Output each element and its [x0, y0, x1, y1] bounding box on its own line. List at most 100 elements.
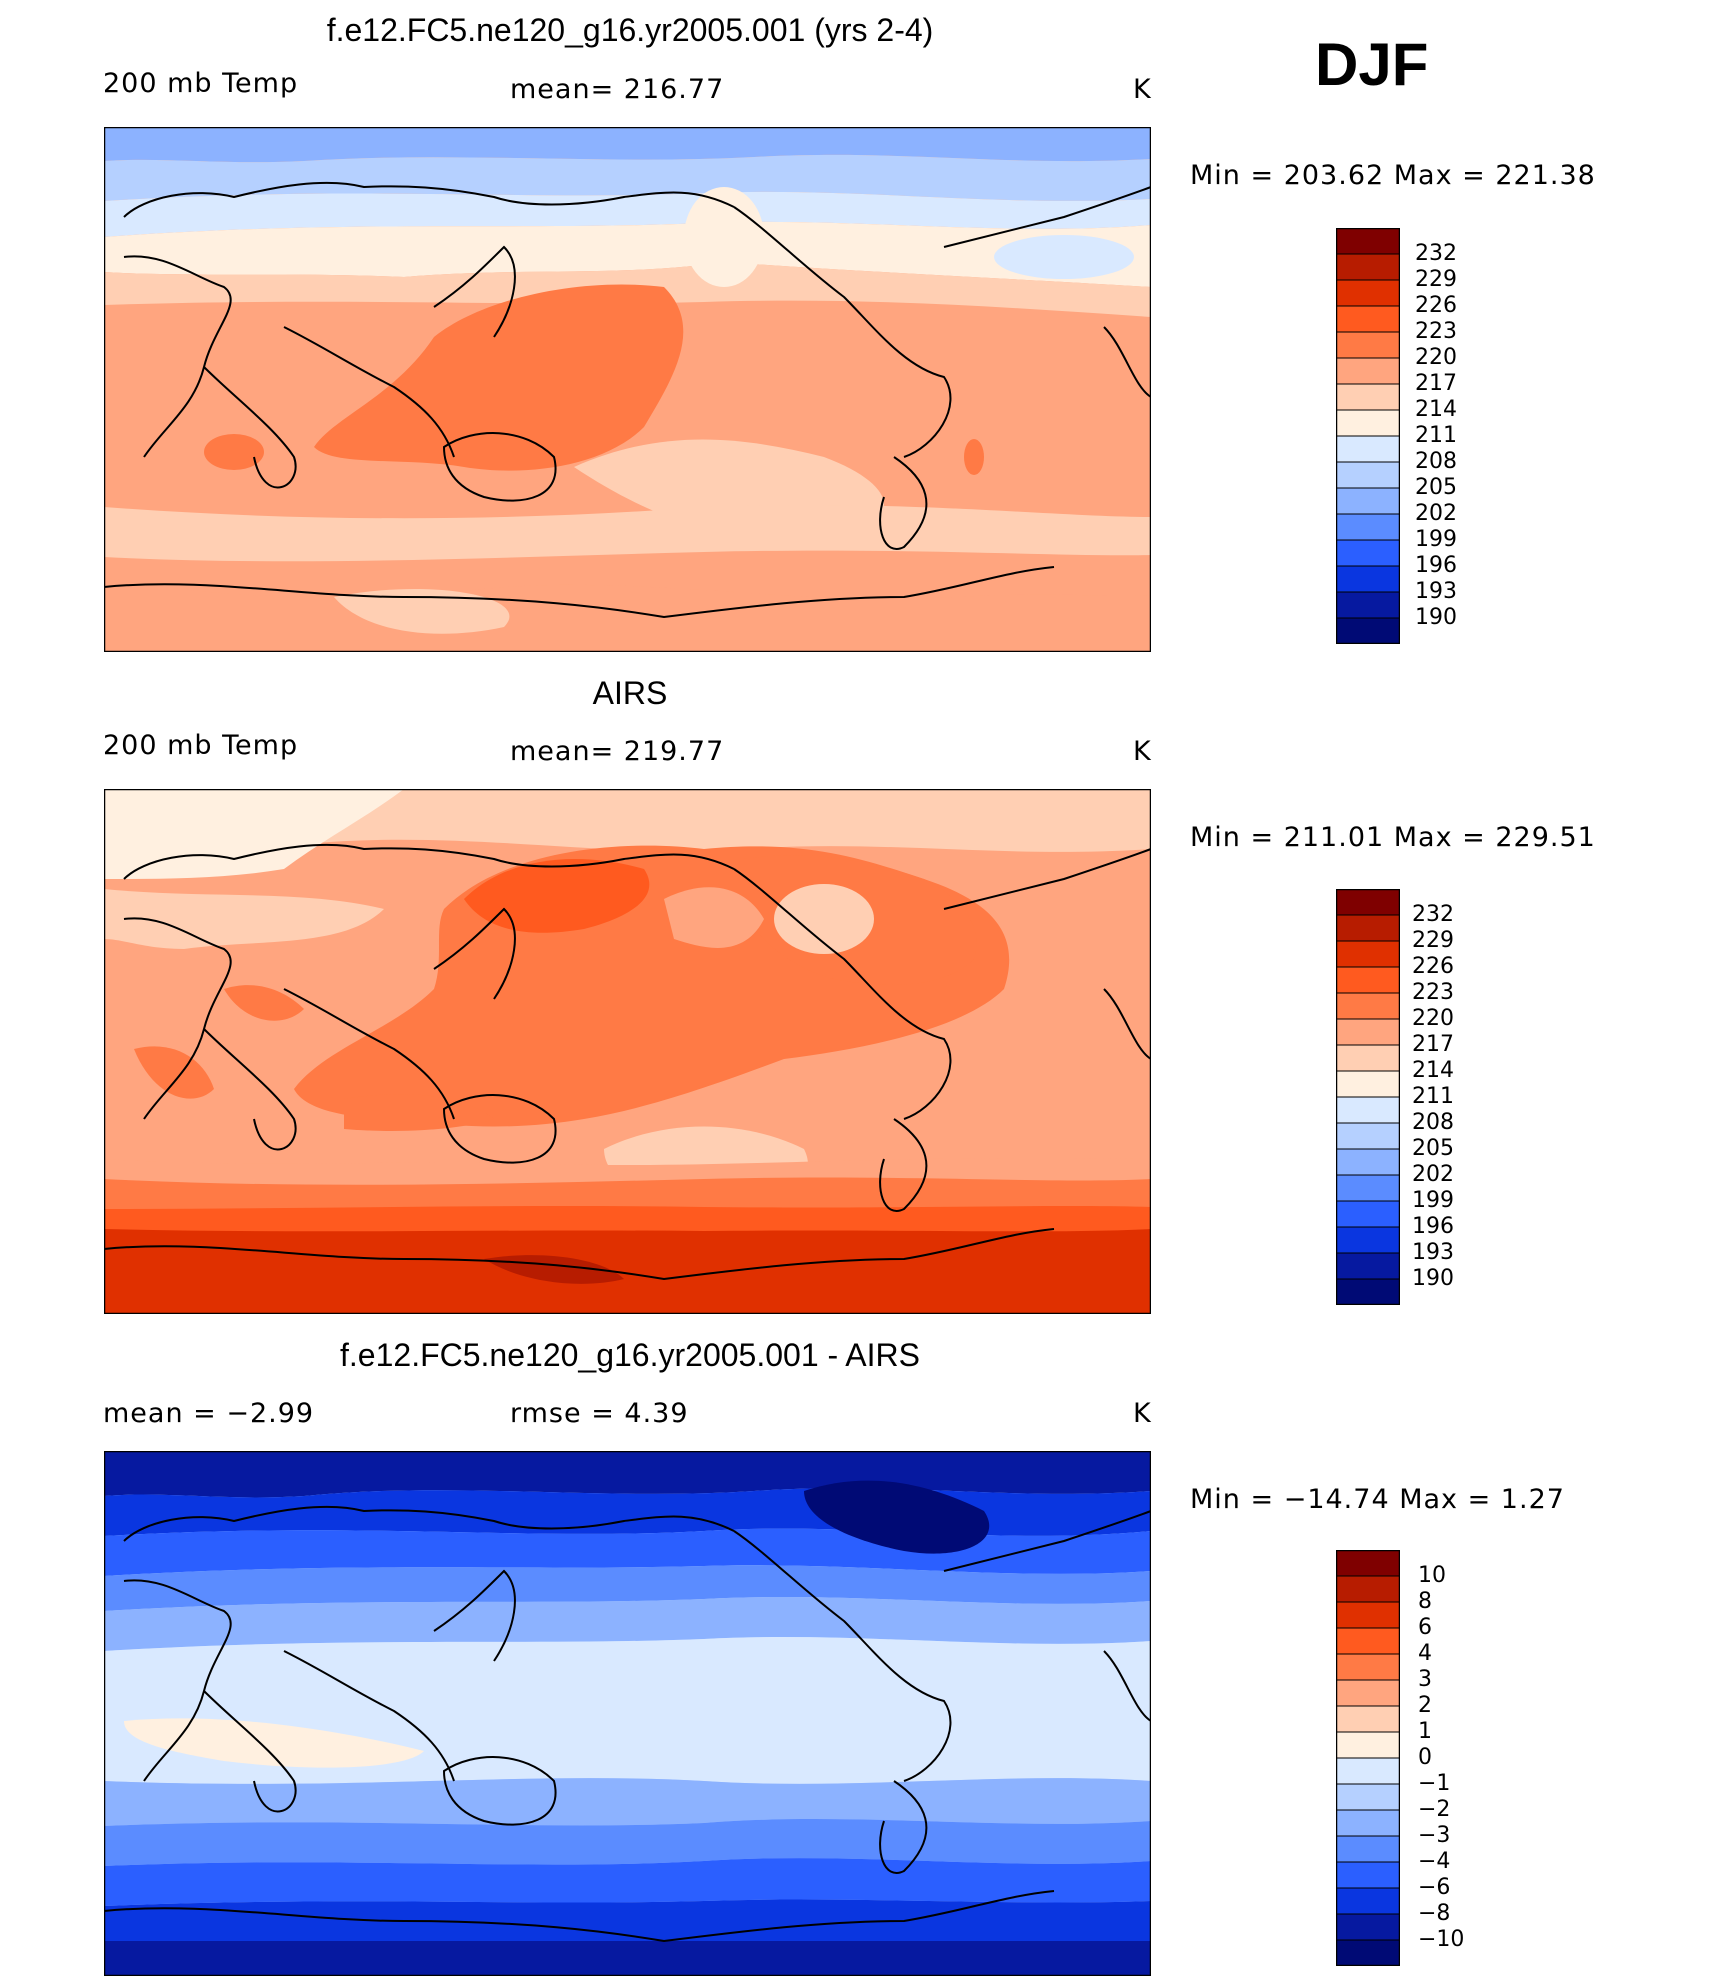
colorbar-swatch — [1336, 1913, 1400, 1941]
colorbar-tick-label: −3 — [1418, 1823, 1451, 1848]
colorbar-swatch — [1336, 1018, 1400, 1046]
colorbar-swatch — [1336, 617, 1400, 644]
colorbar-tick-label: 223 — [1415, 319, 1457, 344]
colorbar-tick-label: 202 — [1415, 501, 1457, 526]
panel-3-left-label: mean = −2.99 — [103, 1398, 315, 1429]
colorbar-swatch — [1336, 331, 1400, 359]
colorbar-swatch — [1336, 1044, 1400, 1072]
colorbar-swatch — [1336, 1835, 1400, 1863]
colorbar-swatch — [1336, 279, 1400, 307]
colorbar-swatch — [1336, 539, 1400, 567]
colorbar-swatch — [1336, 461, 1400, 489]
colorbar-tick-label: 214 — [1412, 1058, 1454, 1083]
colorbar-tick-label: 4 — [1418, 1641, 1432, 1666]
colorbar-swatch — [1336, 228, 1400, 255]
colorbar-swatch — [1336, 383, 1400, 411]
panel-2-units: K — [1133, 736, 1152, 767]
colorbar-tick-label: 10 — [1418, 1563, 1446, 1588]
colorbar-tick-label: 202 — [1412, 1162, 1454, 1187]
colorbar-swatch — [1336, 1200, 1400, 1228]
colorbar-swatch — [1336, 1070, 1400, 1098]
colorbar-swatch — [1336, 1809, 1400, 1837]
panel-2-left-label: 200 mb Temp — [103, 730, 299, 761]
panel-2-colorbar — [1336, 889, 1400, 1305]
panel-2-map — [104, 789, 1151, 1314]
colorbar-swatch — [1336, 487, 1400, 515]
panel-3-minmax: Min = −14.74 Max = 1.27 — [1190, 1484, 1565, 1515]
colorbar-swatch — [1336, 992, 1400, 1020]
colorbar-tick-label: 223 — [1412, 980, 1454, 1005]
colorbar-swatch — [1336, 940, 1400, 968]
colorbar-swatch — [1336, 1679, 1400, 1707]
colorbar-tick-label: 205 — [1412, 1136, 1454, 1161]
colorbar-swatch — [1336, 889, 1400, 916]
colorbar-tick-label: 226 — [1415, 293, 1457, 318]
panel-3-units: K — [1133, 1398, 1152, 1429]
colorbar-swatch — [1336, 1148, 1400, 1176]
colorbar-tick-label: 205 — [1415, 475, 1457, 500]
colorbar-swatch — [1336, 1939, 1400, 1966]
colorbar-tick-label: 196 — [1415, 553, 1457, 578]
colorbar-tick-label: 1 — [1418, 1719, 1432, 1744]
colorbar-swatch — [1336, 253, 1400, 281]
colorbar-tick-label: 208 — [1412, 1110, 1454, 1135]
colorbar-swatch — [1336, 1550, 1400, 1577]
colorbar-tick-label: 199 — [1412, 1188, 1454, 1213]
colorbar-swatch — [1336, 1653, 1400, 1681]
colorbar-swatch — [1336, 513, 1400, 541]
colorbar-tick-label: 193 — [1412, 1240, 1454, 1265]
colorbar-tick-label: 214 — [1415, 397, 1457, 422]
colorbar-tick-label: −6 — [1418, 1875, 1451, 1900]
colorbar-tick-label: 232 — [1415, 241, 1457, 266]
colorbar-tick-label: 199 — [1415, 527, 1457, 552]
colorbar-tick-label: 217 — [1412, 1032, 1454, 1057]
panel-3-colorbar — [1336, 1550, 1400, 1966]
panel-2-center-label: mean= 219.77 — [510, 736, 725, 767]
colorbar-swatch — [1336, 357, 1400, 385]
colorbar-tick-label: −1 — [1418, 1771, 1451, 1796]
panel-1-minmax: Min = 203.62 Max = 221.38 — [1190, 160, 1596, 191]
colorbar-swatch — [1336, 914, 1400, 942]
season-label: DJF — [1315, 31, 1429, 98]
colorbar-tick-label: −8 — [1418, 1901, 1451, 1926]
panel-3-title: f.e12.FC5.ne120_g16.yr2005.001 - AIRS — [340, 1337, 920, 1373]
colorbar-tick-label: 211 — [1412, 1084, 1454, 1109]
colorbar-tick-label: 229 — [1415, 267, 1457, 292]
panel-1-left-label: 200 mb Temp — [103, 68, 299, 99]
panel-2-minmax: Min = 211.01 Max = 229.51 — [1190, 822, 1596, 853]
panel-3-center-label: rmse = 4.39 — [510, 1398, 689, 1429]
colorbar-swatch — [1336, 1757, 1400, 1785]
colorbar-swatch — [1336, 1252, 1400, 1280]
colorbar-tick-label: 3 — [1418, 1667, 1432, 1692]
colorbar-tick-label: 190 — [1412, 1266, 1454, 1291]
colorbar-tick-label: 217 — [1415, 371, 1457, 396]
colorbar-swatch — [1336, 1278, 1400, 1305]
colorbar-swatch — [1336, 1731, 1400, 1759]
colorbar-tick-label: 211 — [1415, 423, 1457, 448]
colorbar-swatch — [1336, 1226, 1400, 1254]
colorbar-tick-label: 226 — [1412, 954, 1454, 979]
colorbar-swatch — [1336, 1096, 1400, 1124]
colorbar-swatch — [1336, 1174, 1400, 1202]
colorbar-tick-label: 193 — [1415, 579, 1457, 604]
panel-2-title: AIRS — [592, 675, 668, 711]
colorbar-swatch — [1336, 1887, 1400, 1915]
colorbar-tick-label: −4 — [1418, 1849, 1451, 1874]
panel-1-colorbar — [1336, 228, 1400, 644]
colorbar-tick-label: 0 — [1418, 1745, 1432, 1770]
colorbar-tick-label: 190 — [1415, 605, 1457, 630]
colorbar-swatch — [1336, 435, 1400, 463]
colorbar-tick-label: 2 — [1418, 1693, 1432, 1718]
colorbar-swatch — [1336, 966, 1400, 994]
colorbar-tick-label: −10 — [1418, 1927, 1465, 1952]
colorbar-swatch — [1336, 409, 1400, 437]
panel-2-colorbar-labels: 232 229 226 223 220 217 214 211 208 205 202 199 196 1… — [1412, 889, 1492, 1305]
colorbar-tick-label: 8 — [1418, 1589, 1432, 1614]
colorbar-swatch — [1336, 1861, 1400, 1889]
panel-1-units: K — [1133, 74, 1152, 105]
colorbar-tick-label: 196 — [1412, 1214, 1454, 1239]
colorbar-tick-label: 220 — [1412, 1006, 1454, 1031]
colorbar-tick-label: 220 — [1415, 345, 1457, 370]
colorbar-tick-label: 232 — [1412, 902, 1454, 927]
panel-1-title: f.e12.FC5.ne120_g16.yr2005.001 (yrs 2-4) — [326, 12, 934, 48]
